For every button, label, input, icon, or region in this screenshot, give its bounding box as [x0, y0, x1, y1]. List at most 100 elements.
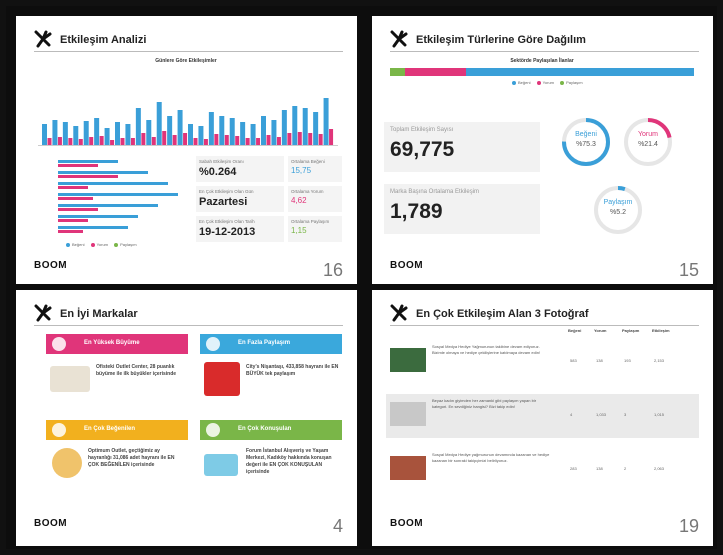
boom-logo-icon: [34, 30, 52, 48]
likes-bar: [208, 112, 214, 146]
distribution-bar: [390, 68, 694, 76]
comments-bar: [287, 133, 292, 146]
likes-bar: [125, 124, 131, 146]
weekday-comments-bar: [58, 219, 88, 222]
weekday-comments-bar: [58, 186, 88, 189]
stat-morning-rate: Sabah Etkileşim Oranı %0.264: [196, 156, 284, 182]
comments-bar: [318, 134, 323, 146]
comments-bar: [78, 139, 83, 146]
brand-logo: BOOM: [34, 260, 68, 271]
boom-logo-icon: [390, 30, 408, 48]
weekday-comments-bar: [58, 230, 83, 233]
brand-logo-image: [204, 454, 238, 476]
tag-most-shared: En Fazla Paylaşım: [200, 334, 342, 354]
post-text: Beyaz kadın giyimden her zamanki gibi pa…: [432, 398, 537, 409]
likes-bar: [156, 102, 162, 146]
slide-title: En İyi Markalar: [60, 308, 138, 320]
likes-bar: [219, 116, 225, 146]
weekday-likes-bar: [58, 226, 128, 229]
likes-bar: [188, 124, 193, 146]
total-engagement-box: Toplam Etkileşim Sayısı 69,775: [384, 122, 540, 172]
bar-segment-likes: [465, 68, 694, 76]
tag-most-liked: En Çok Beğenilen: [46, 420, 188, 440]
slide-title: En Çok Etkileşim Alan 3 Fotoğraf: [416, 308, 589, 320]
ring-shares: Paylaşım %5.2: [592, 184, 644, 236]
comments-bar: [214, 134, 219, 146]
comments-bar: [235, 136, 240, 146]
col-header-shares: Paylaşım: [622, 328, 640, 333]
likes-bar: [52, 120, 58, 146]
brand-logo: BOOM: [390, 260, 424, 271]
comments-bar: [329, 129, 334, 146]
chart-legend: Beğeni Yorum Paylaşım: [66, 242, 142, 247]
photo-thumbnail[interactable]: [390, 348, 426, 372]
likes-bar: [229, 118, 235, 146]
tag-most-talked: En Çok Konuşulan: [200, 420, 342, 440]
distribution-legend: Beğeni Yorum Paylaşım: [512, 80, 588, 85]
stat-top-date: En Çok Etkileşim Olan Tarih 19-12-2013: [196, 216, 284, 242]
slide-header: En Çok Etkileşim Alan 3 Fotoğraf: [390, 304, 699, 326]
comments-bar: [110, 140, 115, 146]
chart-title: Günlere Göre Etkileşimler: [155, 58, 217, 64]
stat-avg-likes: Ortalama Beğeni 15,75: [288, 156, 342, 182]
share-icon: [206, 337, 220, 351]
slide-header: Etkileşim Analizi: [34, 30, 343, 52]
comments-bar: [183, 133, 188, 146]
comments-bar: [297, 132, 302, 146]
brand-logo: BOOM: [390, 518, 424, 529]
brand-description: Ofisteki Outlet Center, 28 puanlık büyüm…: [96, 364, 177, 377]
likes-bar: [323, 98, 329, 146]
likes-bar: [281, 110, 287, 146]
boom-logo-icon: [34, 304, 52, 322]
col-header-comments: Yorum: [594, 328, 607, 333]
weekday-engagement-chart: [58, 160, 178, 233]
like-icon: [52, 423, 66, 437]
page-number: 19: [678, 516, 699, 536]
comments-bar: [162, 131, 167, 146]
weekday-likes-bar: [58, 204, 158, 207]
col-header-engagement: Etkileşim: [652, 328, 670, 333]
weekday-likes-bar: [58, 160, 118, 163]
likes-bar: [83, 121, 89, 146]
post-text: Sosyal Medya Hediye yağmurunun devamında…: [432, 452, 550, 463]
comments-bar: [68, 138, 73, 146]
avg-engagement-box: Marka Başına Ortalama Etkileşim 1,789: [384, 184, 540, 234]
likes-bar: [250, 124, 256, 146]
bar-segment-comments: [405, 68, 466, 76]
comments-bar: [266, 135, 271, 146]
table-row: Beyaz kadın giyimden her zamanki gibi pa…: [386, 394, 699, 438]
weekday-comments-bar: [58, 208, 98, 211]
chat-icon: [206, 423, 220, 437]
stat-avg-comments: Ortalama Yorum 4,62: [288, 186, 342, 212]
col-header-likes: Beğeni: [568, 328, 582, 333]
photo-thumbnail[interactable]: [390, 402, 426, 426]
bar-title: Sektörde Paylaşılan İlanlar: [510, 58, 574, 64]
likes-bar: [271, 120, 277, 146]
slide-top-photos: En Çok Etkileşim Alan 3 Fotoğraf Beğeni …: [372, 290, 713, 546]
slide-header: En İyi Markalar: [34, 304, 343, 326]
comments-bar: [130, 138, 135, 146]
likes-bar: [73, 126, 79, 146]
photo-thumbnail[interactable]: [390, 456, 426, 480]
likes-bar: [135, 108, 141, 146]
comments-bar: [172, 135, 177, 146]
comments-bar: [151, 137, 156, 146]
weekday-comments-bar: [58, 175, 118, 178]
weekday-comments-bar: [58, 197, 93, 200]
likes-bar: [62, 122, 68, 146]
likes-bar: [292, 106, 298, 146]
slide-title: Etkileşim Analizi: [60, 34, 147, 46]
stat-top-day: En Çok Etkileşim Olan Gün Pazartesi: [196, 186, 284, 212]
likes-bar: [313, 112, 319, 146]
brand-description: City's Nişantaşı, 433,858 hayranı ile EN…: [246, 364, 339, 377]
likes-bar: [177, 110, 183, 146]
weekday-likes-bar: [58, 171, 148, 174]
comments-bar: [203, 139, 208, 146]
weekday-likes-bar: [58, 193, 178, 196]
comments-bar: [224, 135, 229, 146]
comments-bar: [89, 137, 94, 146]
page-number: 4: [332, 516, 343, 536]
boom-logo-icon: [390, 304, 408, 322]
likes-bar: [302, 108, 308, 146]
likes-bar: [198, 126, 204, 146]
